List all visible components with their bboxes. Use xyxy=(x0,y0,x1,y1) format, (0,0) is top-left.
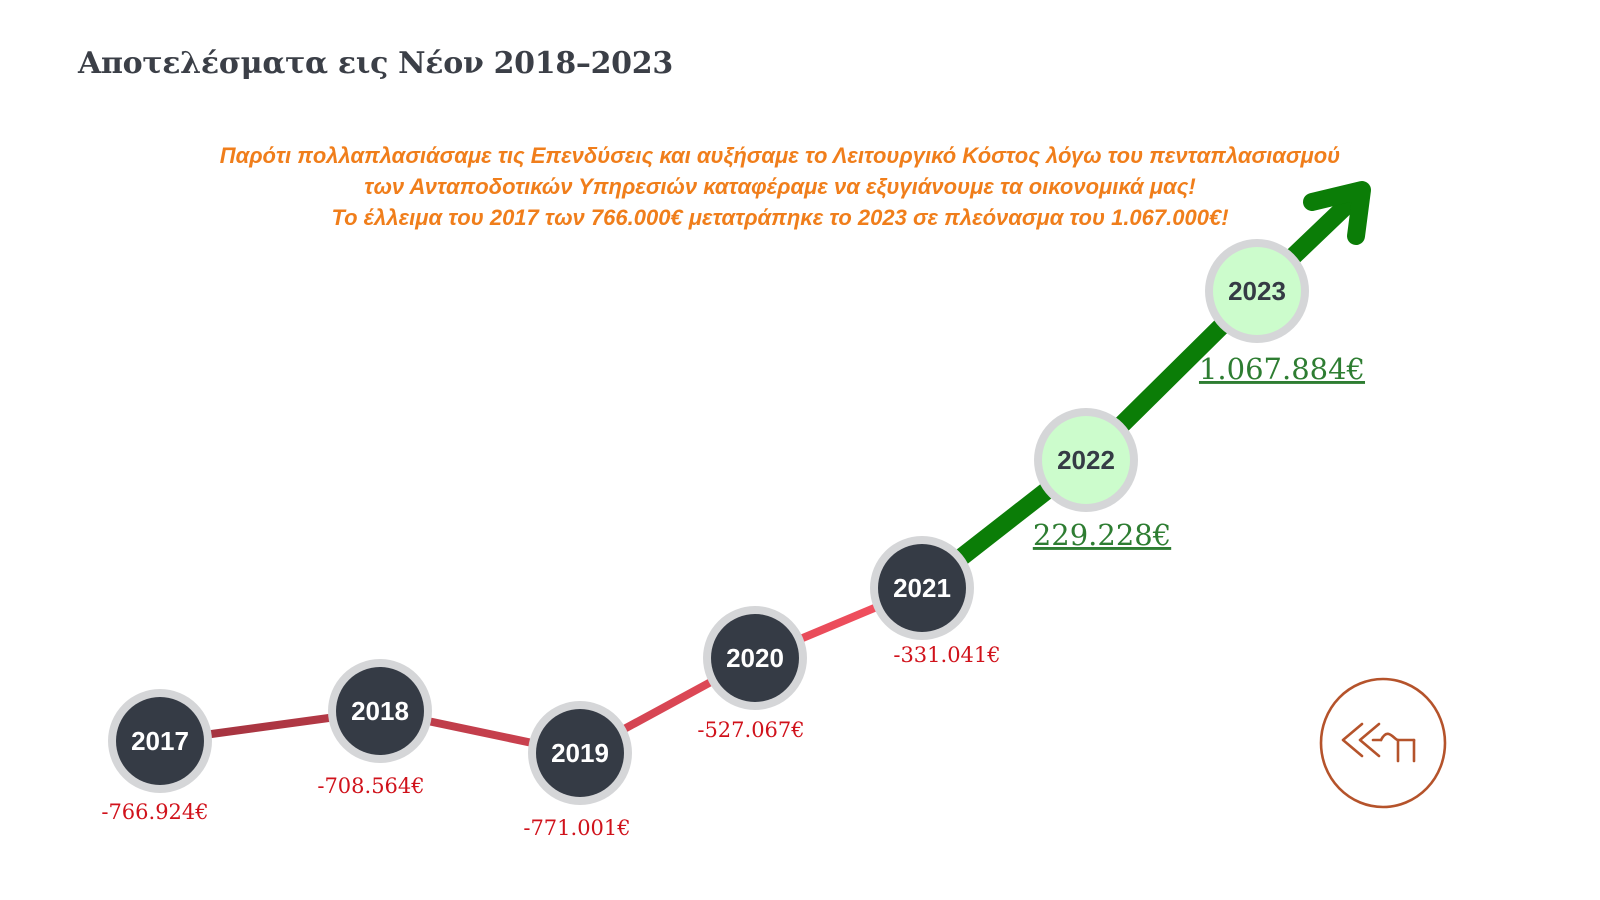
year-tick-label: 2023 xyxy=(1228,276,1286,306)
chart-year-nodes: 2017 2018 2019 2020 2021 2022 2023 xyxy=(108,239,1309,805)
year-tick-label: 2018 xyxy=(351,696,409,726)
value-label-2018: -708.564€ xyxy=(317,774,424,798)
year-node-circle xyxy=(1213,247,1301,335)
value-label-2022: 229.228€ xyxy=(1033,518,1171,552)
year-tick-label: 2019 xyxy=(551,738,609,768)
page-title: Αποτελέσματα εις Νέον 2018–2023 xyxy=(78,46,673,81)
year-node-2019: 2019 xyxy=(528,701,632,805)
summary-note-line: των Ανταποδοτικών Υπηρεσιών καταφέραμε ν… xyxy=(364,174,1196,199)
summary-note-line: Παρότι πολλαπλασιάσαμε τις Επενδύσεις κα… xyxy=(219,143,1341,168)
value-label-2017: -766.924€ xyxy=(101,800,208,824)
year-node-circle xyxy=(116,697,204,785)
year-node-2022: 2022 xyxy=(1034,408,1138,512)
value-label-2023: 1.067.884€ xyxy=(1199,352,1365,386)
value-label-2019: -771.001€ xyxy=(523,816,630,840)
summary-note-line: Το έλλειμα του 2017 των 766.000€ μετατρά… xyxy=(331,205,1229,230)
year-node-2023: 2023 xyxy=(1205,239,1309,343)
growth-arrow-head xyxy=(1303,181,1371,245)
year-node-2017: 2017 xyxy=(108,689,212,793)
logo-icon xyxy=(1319,677,1447,809)
year-node-2021: 2021 xyxy=(870,536,974,640)
summary-note: Παρότι πολλαπλασιάσαμε τις Επενδύσεις κα… xyxy=(100,140,1460,233)
year-node-circle xyxy=(1042,416,1130,504)
year-node-2018: 2018 xyxy=(328,659,432,763)
year-tick-label: 2022 xyxy=(1057,445,1115,475)
year-node-circle xyxy=(336,667,424,755)
year-node-circle xyxy=(536,709,624,797)
year-tick-label: 2020 xyxy=(726,643,784,673)
chart-value-labels: -766.924€ -708.564€ -771.001€ -527.067€ -331… xyxy=(101,352,1365,840)
year-node-circle xyxy=(711,614,799,702)
value-label-2021: -331.041€ xyxy=(893,643,1000,667)
year-node-2020: 2020 xyxy=(703,606,807,710)
value-label-2020: -527.067€ xyxy=(697,718,804,742)
year-tick-label: 2021 xyxy=(893,573,951,603)
year-tick-label: 2017 xyxy=(131,726,189,756)
year-node-circle xyxy=(878,544,966,632)
